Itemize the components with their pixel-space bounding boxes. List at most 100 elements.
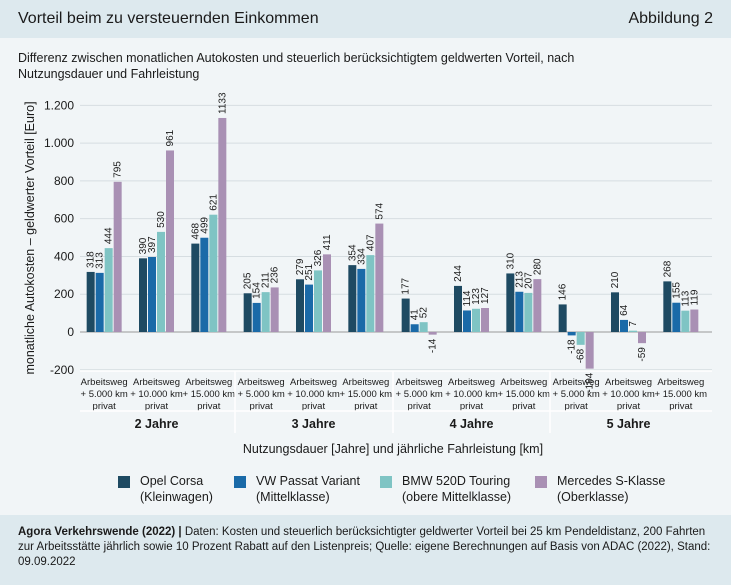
bar-value-label: 251 [304, 263, 315, 280]
legend-item: BMW 520D Touring (obere Mittelklasse) [380, 473, 511, 505]
bar-value-label: 444 [104, 227, 115, 244]
bar [95, 272, 104, 332]
y-axis-label: monatliche Autokosten – geldwerter Vorte… [23, 101, 37, 374]
bar [638, 332, 646, 344]
y-axis-ticks: -200 0 200 400 600 800 1.000 1.200 [44, 98, 74, 376]
bar-value-label: -18 [567, 339, 578, 354]
legend-series-class: (Kleinwagen) [140, 490, 213, 504]
x-subcategory-label: privat [617, 401, 641, 412]
bar-value-label: 326 [313, 249, 324, 266]
x-subcategory-label: + 5.000 km [553, 389, 600, 400]
legend-item: VW Passat Variant (Mittelklasse) [234, 473, 360, 505]
x-group-label: 5 Jahre [607, 417, 651, 431]
bar-value-label: 207 [523, 272, 534, 289]
bar [375, 223, 384, 332]
bar [454, 285, 462, 332]
x-subcategory-label: + 5.000 km [396, 389, 443, 400]
legend-series-class: (obere Mittelklasse) [402, 490, 512, 504]
bar [663, 281, 672, 332]
bar [296, 279, 304, 332]
x-subcategory-label: privat [93, 401, 117, 412]
x-subcategory-label: Arbeitsweg [500, 377, 547, 388]
bar-value-label: -59 [637, 347, 648, 362]
bar-value-label: 123 [471, 288, 482, 305]
bar-value-label: 41 [410, 309, 421, 321]
x-subcategory-label: Arbeitsweg [396, 377, 443, 388]
legend-label: Opel Corsa (Kleinwagen) [140, 473, 213, 505]
legend-label: Mercedes S-Klasse (Oberklasse) [557, 473, 665, 505]
x-subcategory-label: Arbeitsweg [185, 377, 232, 388]
gridlines [80, 104, 712, 371]
x-subcategory-label: Arbeitsweg [448, 377, 495, 388]
bar-value-label: 52 [419, 307, 430, 319]
bar-value-label: 244 [453, 265, 464, 282]
legend: Opel Corsa (Kleinwagen) VW Passat Variant (… [0, 470, 731, 510]
bar-value-label: 313 [95, 252, 106, 269]
bar-value-label: 236 [270, 266, 281, 283]
y-tick-label: 0 [67, 325, 74, 339]
bar [419, 322, 428, 332]
x-subcategory-label: + 10.000 km [287, 389, 340, 400]
bar [533, 279, 542, 332]
bar [314, 270, 322, 332]
x-subcategory-label: Arbeitsweg [133, 377, 180, 388]
bar-value-label: 354 [347, 244, 358, 261]
chart-title: Vorteil beim zu versteuernden Einkommen [18, 10, 319, 27]
bar [200, 237, 209, 332]
bar [270, 287, 279, 332]
chart-subtitle: Differenz zwischen monatlichen Autokoste… [18, 51, 575, 81]
x-subcategory-label: + 10.000 km [445, 389, 498, 400]
x-subcategory-label: Arbeitsweg [605, 377, 652, 388]
bar-value-label: -14 [428, 338, 439, 353]
bar-value-label: 530 [156, 211, 167, 228]
bar-value-label: 268 [662, 260, 673, 277]
bar-value-label: 7 [628, 321, 639, 327]
bar [113, 181, 122, 332]
x-axis-label: Nutzungsdauer [Jahre] und jährliche Fahr… [243, 442, 543, 456]
bar [463, 310, 471, 332]
legend-swatch [380, 476, 392, 488]
bar [305, 284, 313, 332]
x-subcategory-label: Arbeitsweg [81, 377, 128, 388]
bar [357, 268, 366, 332]
x-subcategory-label: + 15.000 km [340, 389, 393, 400]
y-tick-label: 200 [54, 287, 74, 301]
legend-swatch [234, 476, 246, 488]
bar [148, 257, 156, 332]
legend-series-name: VW Passat Variant [256, 474, 360, 488]
x-subcategory-label: privat [145, 401, 169, 412]
x-subcategory-label: privat [669, 401, 693, 412]
legend-series-name: Mercedes S-Klasse [557, 474, 666, 488]
bar-value-label: 280 [532, 258, 543, 275]
footer: Agora Verkehrswende (2022) | Daten: Kost… [0, 515, 731, 585]
bar [261, 292, 270, 332]
y-tick-label: -200 [50, 363, 74, 377]
bar-value-label: 127 [480, 287, 491, 304]
bar [524, 292, 533, 332]
bar-value-label: 211 [261, 272, 272, 288]
x-subcategory-label: Arbeitsweg [553, 377, 600, 388]
legend-item: Mercedes S-Klasse (Oberklasse) [535, 473, 665, 505]
x-subcategory-label: + 5.000 km [238, 389, 285, 400]
x-subcategory-label: privat [302, 401, 326, 412]
bar-value-label: 795 [113, 161, 124, 178]
x-subcategory-label: privat [460, 401, 484, 412]
x-subcategory-label: + 5.000 km [81, 389, 128, 400]
bar [481, 308, 489, 332]
x-subcategory-label: Arbeitsweg [342, 377, 389, 388]
bar-value-label: 961 [165, 129, 176, 146]
legend-label: VW Passat Variant (Mittelklasse) [256, 473, 360, 505]
y-tick-label: 1.000 [44, 136, 74, 150]
bar [191, 243, 200, 332]
bar-value-label: 334 [356, 248, 367, 265]
source-author: Agora Verkehrswende (2022) | [18, 526, 182, 538]
bar [629, 330, 637, 332]
bar [166, 150, 174, 332]
legend-series-name: Opel Corsa [140, 474, 204, 488]
bar [672, 302, 681, 332]
legend-swatch [118, 476, 130, 488]
legend-item: Opel Corsa (Kleinwagen) [118, 473, 213, 505]
legend-swatch [535, 476, 547, 488]
bar-value-label: 64 [619, 304, 630, 316]
